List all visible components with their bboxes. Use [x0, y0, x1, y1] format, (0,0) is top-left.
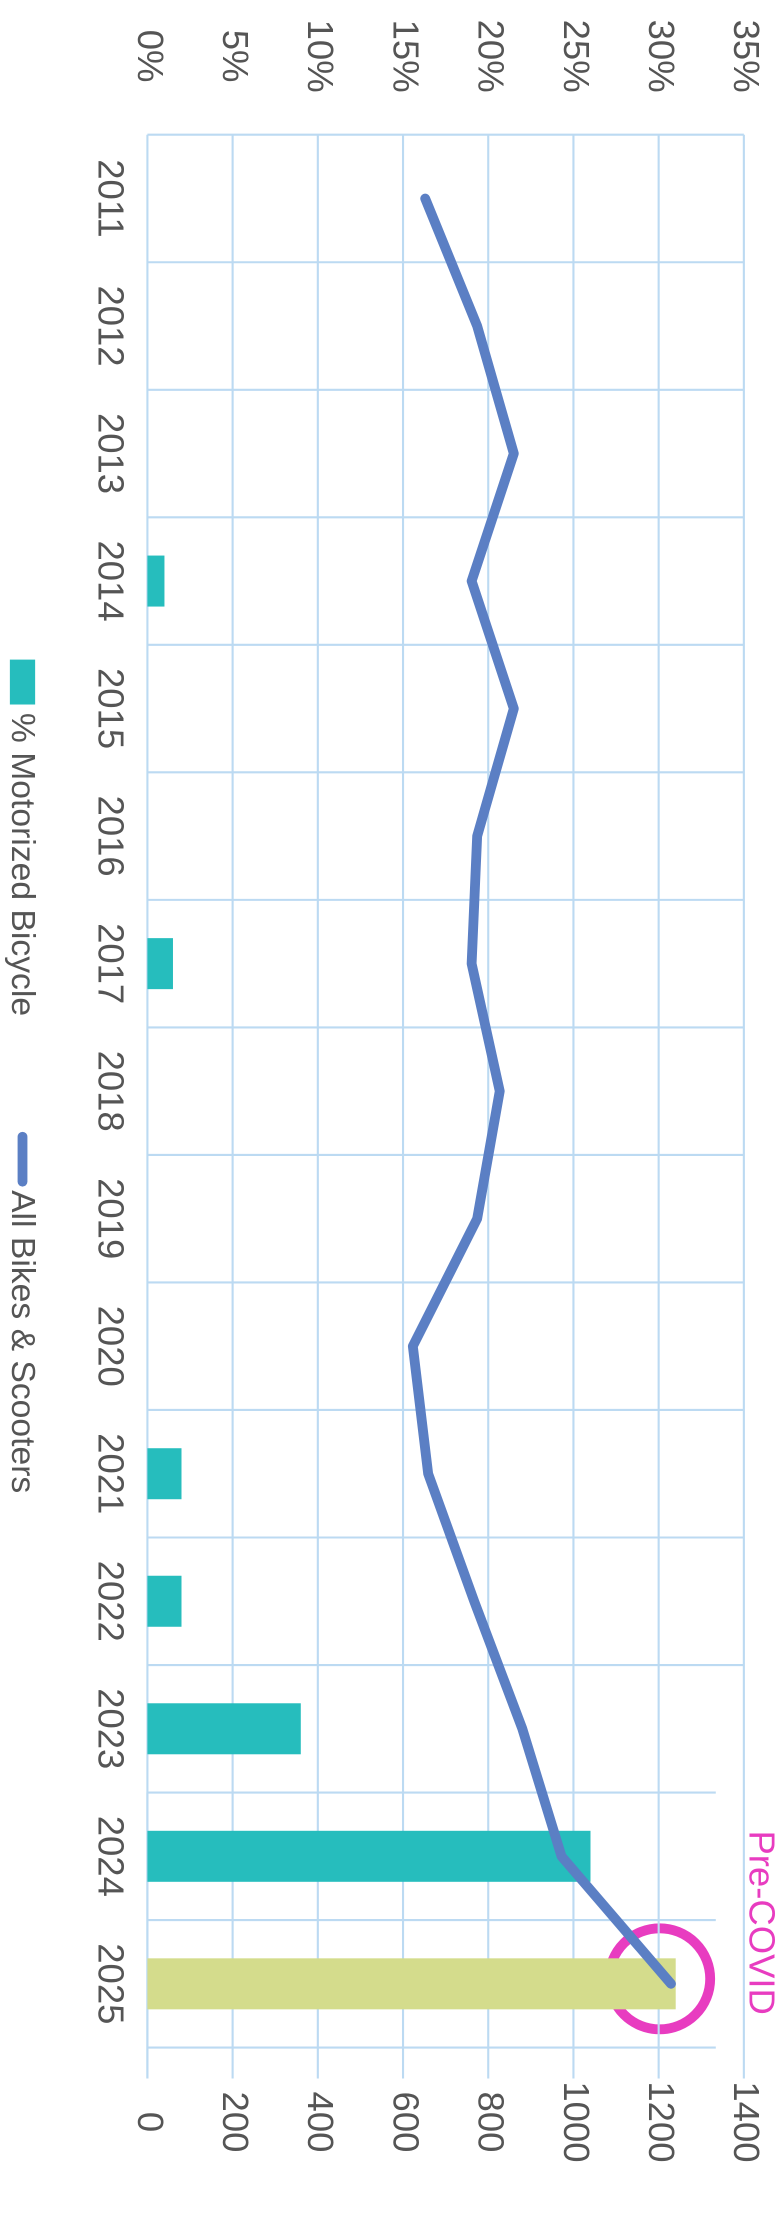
bar — [147, 938, 173, 990]
x-tick-label: 2017 — [90, 923, 131, 1004]
x-tick-label: 2025 — [90, 1943, 131, 2024]
y-tick-label: 30% — [641, 20, 682, 93]
line — [407, 193, 676, 1989]
y2-tick-label: 1200 — [641, 2081, 682, 2162]
x-tick-label: 2015 — [90, 668, 131, 749]
x-tick-label: 2022 — [90, 1561, 131, 1642]
y2-tick-label: 600 — [385, 2092, 426, 2153]
x-tick-label: 2021 — [90, 1433, 131, 1514]
y2-tick-label: 200 — [215, 2092, 256, 2153]
bar — [147, 555, 165, 607]
bar — [147, 1703, 301, 1755]
y-tick-label: 25% — [556, 20, 597, 93]
y2-tick-label: 800 — [471, 2092, 512, 2153]
x-tick-label: 2012 — [90, 285, 131, 366]
legend-marker — [9, 659, 36, 705]
y2-tick-label: 400 — [300, 2092, 341, 2153]
y2-tick-label: 1000 — [556, 2081, 597, 2162]
x-tick-label: 2013 — [90, 413, 131, 494]
y2-tick-label: 0 — [130, 2112, 171, 2132]
annotation: Pre-COVID — [742, 1830, 779, 2014]
x-tick-label: 2020 — [90, 1306, 131, 1387]
x-tick-label: 2023 — [90, 1688, 131, 1769]
legend-label: All Bikes & Scooters — [4, 1190, 41, 1493]
y-tick-label: 0% — [130, 30, 171, 83]
bar — [147, 1448, 182, 1500]
x-tick-label: 2014 — [90, 540, 131, 621]
y-tick-label: 20% — [471, 20, 512, 93]
bar — [147, 1830, 591, 1882]
x-tick-label: 2024 — [90, 1816, 131, 1897]
legend-label: % Motorized Bicycle — [4, 713, 41, 1016]
x-tick-label: 2018 — [90, 1051, 131, 1132]
x-tick-label: 2016 — [90, 796, 131, 877]
y2-tick-label: 1400 — [726, 2081, 767, 2162]
y-tick-label: 15% — [385, 20, 426, 93]
y-tick-label: 10% — [300, 20, 341, 93]
x-tick-label: 2019 — [90, 1178, 131, 1259]
y-tick-label: 5% — [215, 30, 256, 83]
rotated-plot: 0% 5% 10% 15% 20% 25% 30% 35% 0 200 400 600 800 1000 1… — [4, 20, 779, 2163]
bar — [147, 1575, 182, 1627]
x-tick-label: 2011 — [90, 159, 131, 237]
bar — [147, 1958, 676, 2010]
y-tick-label: 35% — [726, 20, 767, 93]
